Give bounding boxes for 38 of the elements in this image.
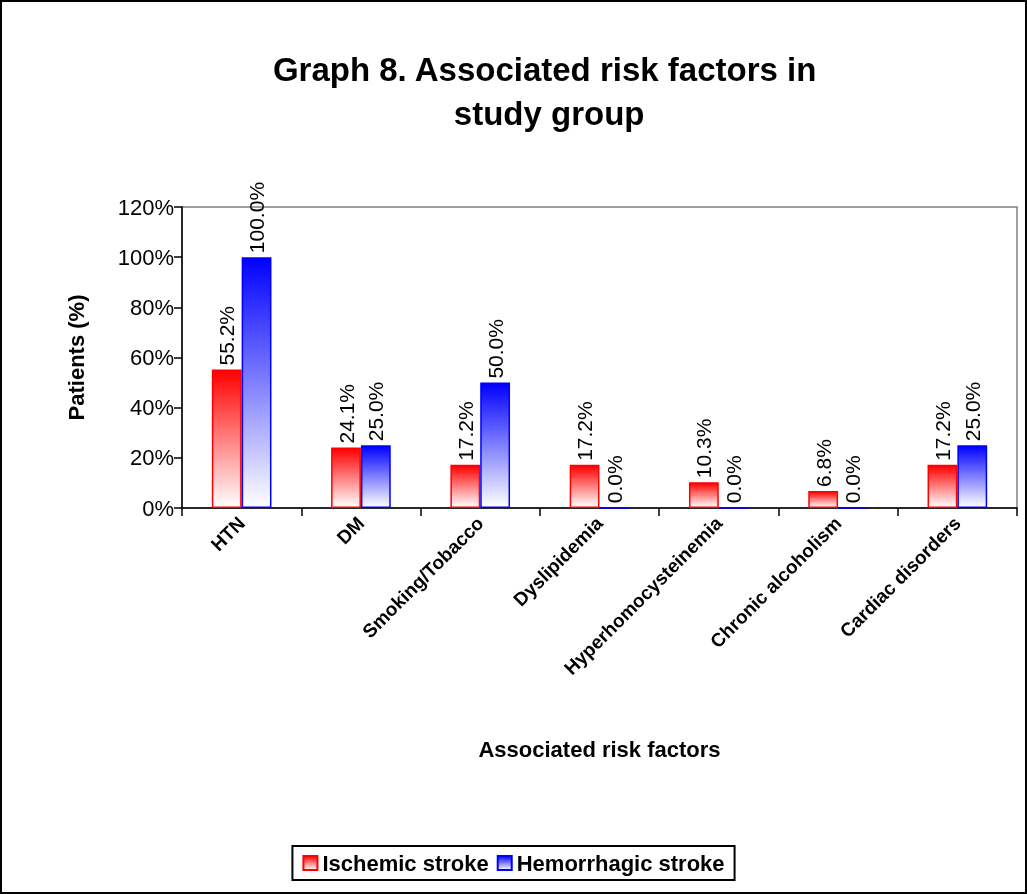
bar (808, 490, 839, 508)
data-label: 0.0% (602, 455, 626, 504)
data-label: 100.0% (245, 181, 269, 254)
bar (569, 464, 600, 508)
bar (480, 382, 511, 508)
y-axis-title: Patients (%) (63, 294, 89, 421)
data-label: 6.8% (811, 439, 835, 487)
y-tick-label: 100% (117, 244, 174, 270)
y-tick-label: 0% (142, 495, 174, 521)
bar (331, 447, 361, 508)
data-label: 17.2% (453, 401, 477, 461)
legend-label: Ischemic stroke (322, 850, 489, 876)
bar (360, 445, 391, 508)
data-label: 25.0% (364, 381, 388, 442)
data-label: 17.2% (930, 401, 954, 461)
y-tick-label: 120% (117, 194, 174, 220)
data-label: 24.1% (334, 384, 358, 444)
y-tick-label: 80% (129, 294, 174, 320)
bar (688, 482, 719, 508)
bar (241, 257, 272, 508)
bar (211, 369, 242, 508)
y-tick-label: 60% (129, 345, 174, 370)
bar (450, 464, 481, 508)
x-tick-label: DM (332, 512, 369, 549)
data-label: 0.0% (722, 455, 746, 504)
data-label: 0.0% (841, 455, 865, 504)
y-tick-label: 40% (129, 395, 174, 421)
data-label: 10.3% (692, 418, 716, 479)
data-label: 17.2% (573, 401, 597, 461)
chart-title: Graph 8. Associated risk factors in study group (272, 50, 826, 132)
bar (957, 445, 988, 508)
data-label: 55.2% (215, 305, 239, 366)
bar (927, 464, 958, 508)
x-axis-title: Associated risk factors (478, 736, 721, 762)
data-label: 25.0% (960, 381, 984, 442)
y-tick-label: 20% (129, 445, 174, 471)
legend-label: Hemorrhagic stroke (516, 850, 725, 876)
data-label: 50.0% (483, 319, 507, 379)
